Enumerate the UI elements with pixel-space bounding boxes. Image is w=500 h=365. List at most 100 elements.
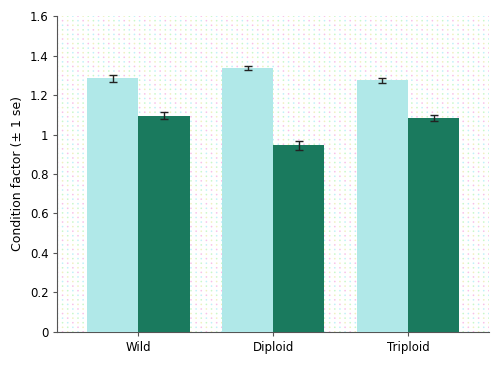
Point [356,283,364,289]
Point [424,137,432,143]
Point [54,128,62,134]
Point [480,118,488,124]
Point [382,114,390,120]
Point [274,233,282,239]
Point [316,269,324,275]
Point [459,237,467,243]
Point [346,210,354,216]
Point [398,301,406,307]
Point [120,260,128,266]
Point [120,219,128,225]
Point [280,329,287,335]
Point [126,150,134,156]
Point [105,41,113,46]
Point [218,132,226,138]
Point [141,274,149,280]
Point [198,260,205,266]
Point [480,50,488,55]
Point [110,278,118,284]
Point [79,192,87,197]
Point [274,306,282,312]
Point [300,196,308,202]
Point [202,215,210,220]
Point [464,292,472,298]
Point [341,205,349,211]
Point [120,205,128,211]
Point [485,301,493,307]
Point [198,182,205,188]
Point [218,178,226,184]
Point [377,196,385,202]
Point [192,292,200,298]
Point [449,155,457,161]
Point [284,320,292,326]
Point [79,329,87,335]
Point [223,187,231,193]
Point [84,155,92,161]
Point [331,87,339,92]
Point [362,123,370,129]
Point [300,292,308,298]
Point [274,105,282,111]
Point [392,196,400,202]
Point [402,59,410,65]
Point [377,50,385,55]
Point [105,68,113,74]
Point [454,146,462,152]
Point [398,59,406,65]
Point [156,278,164,284]
Point [454,109,462,115]
Point [377,36,385,42]
Point [320,132,328,138]
Point [449,169,457,174]
Point [223,274,231,280]
Point [233,301,241,307]
Point [156,178,164,184]
Point [120,59,128,65]
Point [320,18,328,24]
Point [238,41,246,46]
Point [485,242,493,248]
Point [126,196,134,202]
Point [182,82,190,88]
Point [198,187,205,193]
Point [341,320,349,326]
Point [166,278,174,284]
Point [54,215,62,220]
Point [280,150,287,156]
Point [470,292,478,298]
Point [413,54,421,60]
Point [136,288,143,293]
Point [100,50,108,55]
Point [151,50,159,55]
Point [290,228,298,234]
Point [280,77,287,83]
Point [392,297,400,303]
Point [84,150,92,156]
Point [64,146,72,152]
Point [244,274,252,280]
Point [115,164,123,170]
Point [392,233,400,239]
Point [254,301,262,307]
Point [269,50,277,55]
Point [331,45,339,51]
Point [444,96,452,101]
Point [248,146,256,152]
Point [176,283,184,289]
Point [346,109,354,115]
Point [352,192,360,197]
Point [259,196,267,202]
Point [69,311,77,316]
Point [120,297,128,303]
Point [198,36,205,42]
Point [264,27,272,33]
Point [192,187,200,193]
Point [233,288,241,293]
Point [100,150,108,156]
Point [212,132,220,138]
Point [459,27,467,33]
Point [192,68,200,74]
Point [352,228,360,234]
Point [136,105,143,111]
